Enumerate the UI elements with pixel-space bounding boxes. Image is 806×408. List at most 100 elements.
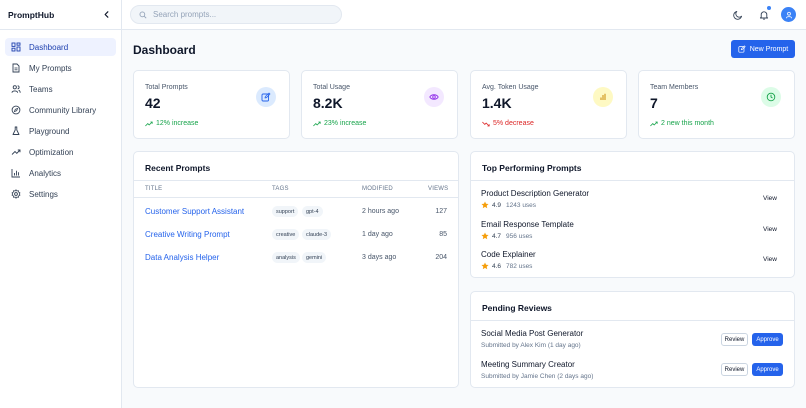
clock-icon: [761, 87, 781, 107]
column-header-title: TITLE: [145, 186, 163, 192]
new-prompt-label: New Prompt: [749, 45, 789, 53]
top-prompt-meta: 4.7 956 uses: [481, 232, 532, 240]
tag-badge: gemini: [302, 252, 327, 263]
bar-chart-icon: [593, 87, 613, 107]
moon-icon[interactable]: [732, 9, 744, 21]
sidebar-item-label: Community Library: [29, 105, 97, 115]
sidebar-item-label: Analytics: [29, 168, 62, 178]
approve-button[interactable]: Approve: [752, 363, 783, 376]
stat-label: Total Usage: [313, 84, 350, 91]
stat-value: 42: [145, 95, 161, 111]
sidebar-item-my-prompts[interactable]: My Prompts: [5, 59, 116, 77]
review-item-submitted: Submitted by Alex Kim (1 day ago): [481, 342, 581, 349]
edit-icon: [256, 87, 276, 107]
modified-time: 3 days ago: [362, 254, 397, 261]
recent-prompts-title: Recent Prompts: [145, 163, 211, 173]
bell-icon[interactable]: [758, 6, 771, 21]
sidebar-item-dashboard[interactable]: Dashboard: [5, 38, 116, 56]
sidebar-nav: Dashboard My Prompts Teams Community Lib…: [0, 30, 121, 203]
stat-value: 1.4K: [482, 95, 512, 111]
prompt-title-link[interactable]: Customer Support Assistant: [145, 207, 245, 216]
tag-badge: creative: [272, 229, 300, 240]
view-button[interactable]: View: [763, 256, 777, 263]
eye-icon: [424, 87, 444, 107]
stat-card-team-members: Team Members 7 2 new this month: [638, 70, 795, 139]
uses-count: 1243 uses: [506, 201, 537, 209]
sidebar-item-label: Teams: [29, 84, 53, 94]
stat-change-text: 5% decrease: [493, 120, 534, 127]
divider: [471, 180, 794, 181]
app-logo-text: PromptHub: [8, 9, 55, 20]
grid-icon: [10, 42, 21, 53]
search-icon: [139, 11, 147, 19]
stat-change: 2 new this month: [650, 120, 714, 127]
users-icon: [10, 84, 21, 95]
top-prompt-name: Product Description Generator: [481, 189, 590, 198]
column-header-modified: MODIFIED: [362, 186, 393, 192]
trending-up-icon: [313, 121, 321, 126]
stat-change-text: 12% increase: [156, 120, 199, 127]
view-button[interactable]: View: [763, 226, 777, 233]
prompt-title-link[interactable]: Data Analysis Helper: [145, 253, 220, 262]
top-prompt-name: Email Response Template: [481, 220, 574, 229]
flask-icon: [10, 126, 21, 137]
stat-value: 8.2K: [313, 95, 343, 111]
sidebar-header: PromptHub: [0, 0, 121, 30]
star-icon: [481, 262, 489, 270]
sidebar-item-teams[interactable]: Teams: [5, 80, 116, 98]
sidebar-item-settings[interactable]: Settings: [5, 185, 116, 203]
compass-icon: [10, 105, 21, 116]
prompt-title-link[interactable]: Creative Writing Prompt: [145, 230, 230, 239]
view-count: 204: [435, 254, 447, 261]
sidebar-item-label: Dashboard: [29, 42, 69, 52]
column-header-views: VIEWS: [428, 186, 449, 192]
sidebar-item-playground[interactable]: Playground: [5, 122, 116, 140]
uses-count: 956 uses: [506, 232, 533, 240]
stat-change-text: 2 new this month: [661, 120, 714, 127]
tag-badge: analysis: [272, 252, 300, 263]
review-item-name: Meeting Summary Creator: [481, 360, 575, 369]
stat-label: Avg. Token Usage: [482, 84, 539, 91]
top-performing-title: Top Performing Prompts: [482, 163, 582, 173]
user-avatar-icon[interactable]: [781, 7, 796, 22]
view-button[interactable]: View: [763, 195, 777, 202]
modified-time: 1 day ago: [362, 231, 393, 238]
top-prompt-meta: 4.9 1243 uses: [481, 201, 536, 209]
tag-badge: gpt-4: [302, 206, 323, 217]
review-button[interactable]: Review: [721, 363, 748, 376]
new-prompt-button[interactable]: New Prompt: [731, 40, 795, 58]
sidebar-item-label: Optimization: [29, 147, 74, 157]
sidebar-item-analytics[interactable]: Analytics: [5, 164, 116, 182]
view-count: 85: [439, 231, 447, 238]
review-button[interactable]: Review: [721, 333, 748, 346]
approve-button[interactable]: Approve: [752, 333, 783, 346]
collapse-sidebar-icon[interactable]: [101, 10, 111, 20]
sidebar-item-label: My Prompts: [29, 63, 72, 73]
stat-card-avg-token-usage: Avg. Token Usage 1.4K 5% decrease: [470, 70, 627, 139]
view-count: 127: [435, 208, 447, 215]
stat-card-total-prompts: Total Prompts 42 12% increase: [133, 70, 290, 139]
stat-change: 12% increase: [145, 120, 198, 127]
top-bar: Search prompts...: [122, 0, 806, 30]
top-prompt-name: Code Explainer: [481, 250, 536, 259]
review-item-submitted: Submitted by Jamie Chen (2 days ago): [481, 373, 594, 380]
stat-value: 7: [650, 95, 658, 111]
bar-chart-icon: [10, 168, 21, 179]
sidebar-item-label: Playground: [29, 126, 70, 136]
sidebar: PromptHub Dashboard My Prompts Teams Com…: [0, 0, 122, 408]
notification-dot: [767, 6, 771, 10]
gear-icon: [10, 189, 21, 200]
divider: [134, 180, 458, 181]
edit-icon: [738, 45, 746, 53]
tag-badge: claude-3: [302, 229, 332, 240]
sidebar-item-community-library[interactable]: Community Library: [5, 101, 116, 119]
top-prompt-meta: 4.6 782 uses: [481, 262, 532, 270]
divider: [471, 320, 794, 321]
document-icon: [10, 63, 21, 74]
sidebar-item-optimization[interactable]: Optimization: [5, 143, 116, 161]
search-input[interactable]: Search prompts...: [130, 5, 342, 24]
sidebar-item-label: Settings: [29, 189, 58, 199]
uses-count: 782 uses: [506, 262, 533, 270]
table-header-divider: [134, 197, 458, 198]
star-icon: [481, 232, 489, 240]
